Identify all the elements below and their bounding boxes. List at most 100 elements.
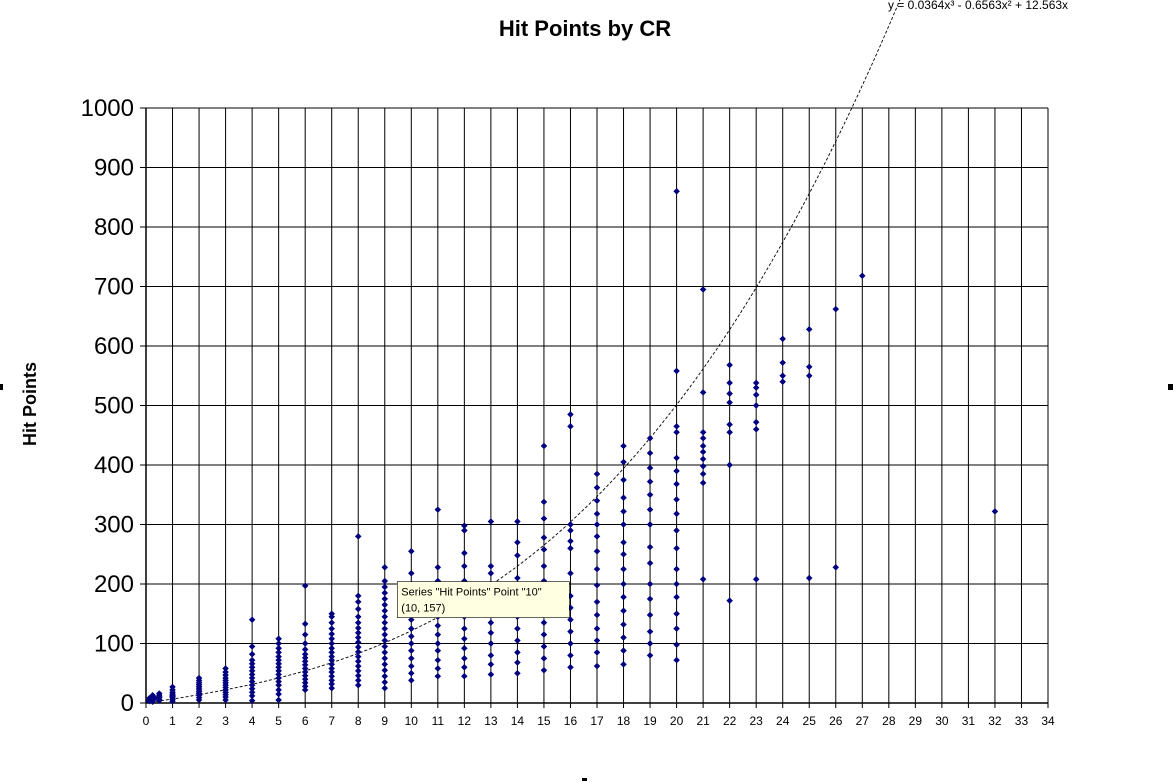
data-point[interactable] bbox=[275, 690, 283, 698]
data-point[interactable] bbox=[328, 649, 336, 656]
data-point[interactable] bbox=[567, 544, 574, 552]
data-point[interactable] bbox=[301, 646, 309, 653]
data-point[interactable] bbox=[593, 581, 601, 589]
data-point[interactable] bbox=[593, 598, 601, 606]
data-point[interactable] bbox=[726, 399, 734, 406]
data-point[interactable] bbox=[673, 510, 680, 518]
data-point[interactable] bbox=[407, 547, 415, 555]
data-point[interactable] bbox=[699, 470, 707, 478]
data-point[interactable] bbox=[620, 580, 627, 588]
data-point[interactable] bbox=[354, 619, 362, 627]
data-point[interactable] bbox=[328, 672, 336, 680]
data-point[interactable] bbox=[328, 640, 336, 647]
data-point[interactable] bbox=[726, 390, 734, 397]
data-point[interactable] bbox=[248, 692, 256, 700]
data-point[interactable] bbox=[460, 663, 468, 671]
data-point[interactable] bbox=[593, 637, 601, 644]
data-point[interactable] bbox=[354, 648, 362, 656]
data-point[interactable] bbox=[354, 624, 362, 632]
data-point[interactable] bbox=[354, 629, 362, 637]
data-point[interactable] bbox=[858, 272, 866, 280]
data-point[interactable] bbox=[593, 547, 601, 555]
data-point[interactable] bbox=[752, 402, 760, 409]
data-point[interactable] bbox=[620, 494, 627, 502]
data-point[interactable] bbox=[381, 649, 389, 656]
data-point[interactable] bbox=[328, 665, 336, 672]
data-point[interactable] bbox=[673, 527, 680, 534]
data-point[interactable] bbox=[354, 677, 362, 684]
data-point[interactable] bbox=[381, 637, 389, 644]
data-point[interactable] bbox=[407, 662, 415, 670]
data-point[interactable] bbox=[381, 607, 389, 615]
data-point[interactable] bbox=[620, 634, 627, 641]
data-point[interactable] bbox=[567, 652, 574, 659]
data-point[interactable] bbox=[805, 325, 813, 333]
data-point[interactable] bbox=[540, 643, 548, 650]
data-point[interactable] bbox=[434, 563, 442, 571]
data-point[interactable] bbox=[460, 562, 468, 570]
data-point[interactable] bbox=[620, 593, 627, 601]
data-point[interactable] bbox=[646, 595, 654, 603]
data-point[interactable] bbox=[301, 654, 309, 662]
data-point[interactable] bbox=[301, 582, 309, 590]
data-point[interactable] bbox=[620, 508, 627, 515]
data-point[interactable] bbox=[248, 616, 256, 624]
data-point[interactable] bbox=[275, 681, 283, 689]
data-point[interactable] bbox=[460, 527, 468, 534]
data-point[interactable] bbox=[620, 538, 627, 546]
data-point[interactable] bbox=[354, 681, 362, 689]
data-point[interactable] bbox=[248, 660, 256, 668]
data-point[interactable] bbox=[699, 428, 707, 436]
data-point[interactable] bbox=[248, 681, 256, 689]
data-point[interactable] bbox=[381, 589, 389, 597]
data-point[interactable] bbox=[540, 562, 548, 570]
data-point[interactable] bbox=[248, 650, 256, 658]
data-point[interactable] bbox=[673, 480, 680, 488]
data-point[interactable] bbox=[726, 421, 734, 428]
data-point[interactable] bbox=[354, 643, 362, 651]
data-point[interactable] bbox=[328, 644, 336, 652]
data-point[interactable] bbox=[275, 660, 283, 668]
data-point[interactable] bbox=[275, 671, 283, 678]
data-point[interactable] bbox=[620, 521, 627, 528]
data-point[interactable] bbox=[275, 674, 283, 682]
data-point[interactable] bbox=[328, 630, 336, 638]
data-point[interactable] bbox=[354, 533, 362, 540]
data-point[interactable] bbox=[620, 442, 627, 450]
data-point[interactable] bbox=[328, 668, 336, 676]
data-point[interactable] bbox=[805, 372, 813, 380]
data-point[interactable] bbox=[514, 552, 521, 559]
data-point[interactable] bbox=[646, 611, 654, 619]
data-point[interactable] bbox=[646, 464, 654, 472]
data-point[interactable] bbox=[275, 696, 283, 704]
data-points[interactable] bbox=[145, 187, 999, 706]
data-point[interactable] bbox=[195, 674, 203, 682]
data-point[interactable] bbox=[646, 640, 654, 647]
data-point[interactable] bbox=[354, 613, 362, 621]
data-point[interactable] bbox=[381, 595, 389, 603]
data-point[interactable] bbox=[620, 550, 627, 558]
data-point[interactable] bbox=[699, 434, 707, 442]
data-point[interactable] bbox=[567, 422, 574, 430]
data-point[interactable] bbox=[248, 685, 256, 693]
data-point[interactable] bbox=[673, 496, 680, 503]
data-point[interactable] bbox=[646, 543, 654, 551]
data-point[interactable] bbox=[567, 569, 574, 577]
data-point[interactable] bbox=[301, 650, 309, 658]
data-point[interactable] bbox=[487, 640, 495, 647]
data-point[interactable] bbox=[222, 665, 229, 672]
data-point[interactable] bbox=[434, 656, 442, 664]
data-point[interactable] bbox=[752, 575, 760, 583]
data-point[interactable] bbox=[620, 621, 627, 628]
data-point[interactable] bbox=[248, 674, 256, 682]
data-point[interactable] bbox=[407, 669, 415, 677]
data-point[interactable] bbox=[434, 647, 442, 654]
data-point[interactable] bbox=[487, 660, 495, 668]
data-point[interactable] bbox=[567, 640, 574, 647]
data-point[interactable] bbox=[460, 672, 468, 680]
data-point[interactable] bbox=[487, 652, 495, 659]
data-point[interactable] bbox=[381, 631, 389, 638]
data-point[interactable] bbox=[673, 544, 680, 552]
data-point[interactable] bbox=[275, 653, 283, 660]
data-point[interactable] bbox=[381, 583, 389, 591]
